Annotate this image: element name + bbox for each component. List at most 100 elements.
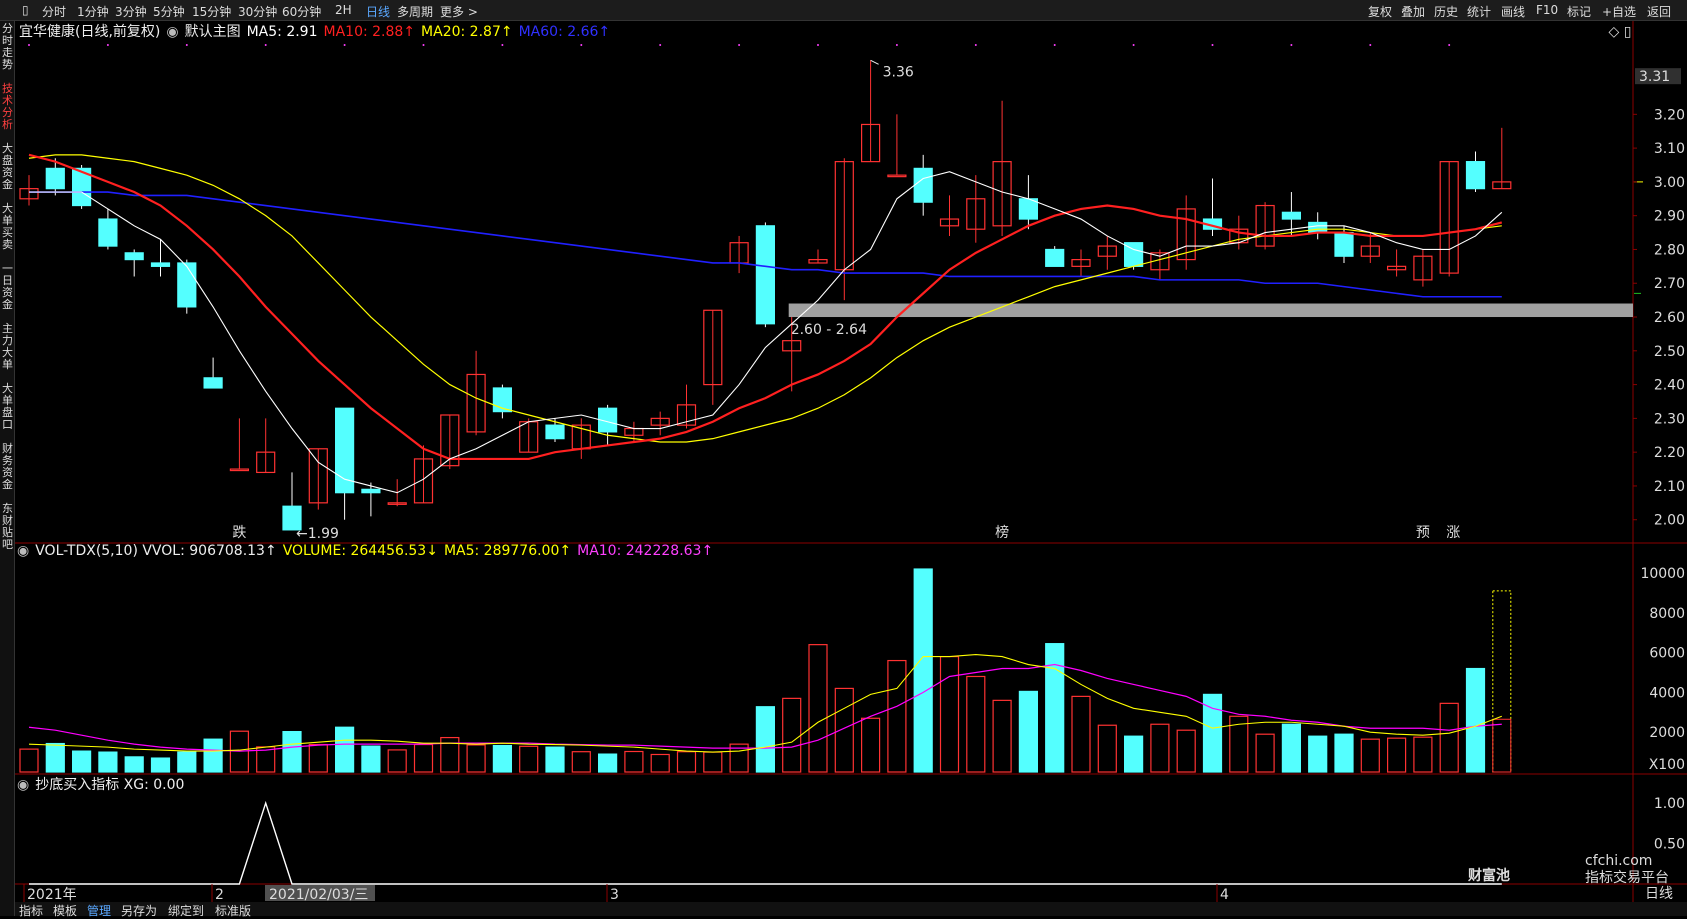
volume-bar [1360, 738, 1380, 773]
volume-bar [992, 699, 1012, 773]
tool-button[interactable]: 返回 [1647, 5, 1672, 19]
volume-bar [887, 659, 907, 773]
marker-dot [1290, 44, 1293, 46]
signal-marker: 预 [1416, 525, 1430, 541]
price-tick-label: 2.60 [1654, 310, 1685, 326]
volume-bar [703, 751, 723, 773]
candle-body [860, 123, 881, 163]
cursor-date-label: 2021/02/03/三 [269, 887, 368, 903]
price-tick-label: 2.00 [1654, 513, 1685, 529]
left-nav-item[interactable]: 分时走势 [2, 22, 13, 71]
period-tab[interactable]: 多周期 [397, 5, 434, 19]
left-nav: 分时走势技术分析大盘资金大单买卖一日资金主力大单大单盘口财务资金东财贴吧 [0, 21, 15, 916]
tool-button[interactable]: 历史 [1434, 5, 1459, 19]
bottom-tab[interactable]: 另存为 [121, 904, 158, 918]
candle-body [177, 262, 197, 308]
tool-button[interactable]: 统计 [1467, 5, 1492, 19]
period-tab[interactable]: 3分钟 [115, 5, 147, 19]
left-nav-item[interactable]: 一日资金 [2, 262, 13, 311]
period-tab[interactable]: 更多 > [440, 5, 478, 19]
period-tab[interactable]: 1分钟 [77, 5, 109, 19]
candle-body [1255, 204, 1275, 247]
volume-legend: ◉ VOL-TDX(5,10) VVOL: 906708.13↑ VOLUME: 2… [17, 543, 719, 559]
candle-body [913, 167, 933, 203]
period-tab[interactable]: 60分钟 [282, 5, 322, 19]
tool-button[interactable]: 画线 [1501, 5, 1526, 19]
tool-button[interactable]: 叠加 [1401, 5, 1426, 19]
volume-tick-label: 6000 [1649, 646, 1685, 662]
bottom-tab[interactable]: 标准版 [215, 904, 252, 918]
volume-bar [729, 743, 749, 773]
date-tick-label: 3 [610, 887, 619, 903]
volume-bar [1150, 723, 1170, 773]
volume-bar [1308, 735, 1328, 773]
candle-body [1413, 255, 1433, 281]
candle-body [808, 258, 828, 264]
left-nav-item[interactable]: 财务资金 [2, 442, 13, 491]
volume-tick-label: 4000 [1649, 685, 1685, 701]
volume-bar [229, 730, 249, 773]
marker-dot [185, 44, 188, 46]
left-nav-item[interactable]: 大单买卖 [2, 202, 13, 251]
ma60-label: MA60: 2.66↑ [518, 24, 611, 40]
period-tab[interactable]: 日线 [366, 5, 391, 19]
period-tab[interactable]: 5分钟 [153, 5, 185, 19]
template-icon[interactable]: ◉ [166, 24, 179, 40]
tool-button[interactable]: +自选 [1602, 5, 1637, 19]
candle-body [650, 417, 670, 426]
stock-name[interactable]: 宜华健康(日线,前复权) [19, 24, 161, 40]
marker-dot [974, 44, 977, 46]
period-tab[interactable]: 30分钟 [238, 5, 278, 19]
low-label: ←1.99 [296, 526, 339, 542]
volume-bar [1492, 718, 1512, 773]
tool-button[interactable]: 标记 [1567, 5, 1592, 19]
bottom-tab[interactable]: 指标 [19, 904, 44, 918]
main-legend: 宜华健康(日线,前复权) ◉ 默认主图 MA5: 2.91 MA10: 2.88↑ MA2… [19, 21, 616, 41]
volume-tick-label: 2000 [1649, 725, 1685, 741]
bottom-tab[interactable]: 模板 [53, 904, 78, 918]
period-tab[interactable]: 15分钟 [192, 5, 232, 19]
tool-button[interactable]: F10 [1536, 3, 1559, 17]
volume-bar [1045, 643, 1065, 773]
indicator-name[interactable]: 抄底买入指标 XG: 0.00 [35, 777, 185, 793]
main-template[interactable]: 默认主图 [184, 24, 241, 40]
price-tick-label: 2.50 [1654, 344, 1685, 360]
left-nav-item[interactable]: 大盘资金 [2, 142, 13, 191]
volume-bar [19, 748, 39, 773]
candle-body [440, 414, 460, 467]
period-tab[interactable]: 2H [335, 3, 352, 17]
left-nav-item[interactable]: 主力大单 [2, 322, 13, 371]
candle-body [282, 505, 302, 531]
left-nav-item[interactable]: 技术分析 [2, 82, 13, 131]
volume-bar [966, 675, 986, 773]
left-nav-item[interactable]: 大单盘口 [2, 382, 13, 431]
volume-tick-label: 10000 [1640, 566, 1685, 582]
signal-marker: 榜 [995, 524, 1009, 541]
vol-settings-icon[interactable]: ◉ [17, 543, 30, 559]
price-tick-label: 2.80 [1654, 242, 1685, 258]
marker-dot [1369, 44, 1372, 46]
bottom-tab[interactable]: 管理 [87, 904, 112, 918]
volume-bar [335, 726, 355, 773]
left-nav-item[interactable]: 东财贴吧 [2, 502, 13, 551]
indicator-legend: ◉ 抄底买入指标 XG: 0.00 [17, 774, 190, 794]
vol-name[interactable]: VOL-TDX(5,10) VVOL: 906708.13↑ [35, 543, 277, 559]
marker-dot [1211, 44, 1214, 46]
candle-body [203, 377, 223, 389]
indicator-tick-label: 1.00 [1654, 796, 1685, 812]
candle-body [1281, 211, 1302, 220]
marker-dot [264, 44, 267, 46]
candle-body [150, 262, 171, 267]
tool-button[interactable]: 复权 [1368, 5, 1393, 19]
indicator-settings-icon[interactable]: ◉ [17, 777, 30, 793]
volume-bar [1386, 737, 1407, 773]
volume-bar [1202, 693, 1223, 773]
volume-tick-label: X100 [1649, 757, 1685, 773]
candle-body [545, 424, 565, 440]
candle-body [1071, 258, 1091, 267]
period-tab[interactable]: 分时 [42, 5, 67, 19]
window-icon[interactable]: ▯ [22, 3, 29, 17]
panel-icons: ◇ ▯ [1609, 24, 1632, 40]
bottom-tab[interactable]: 绑定到 [168, 904, 205, 918]
